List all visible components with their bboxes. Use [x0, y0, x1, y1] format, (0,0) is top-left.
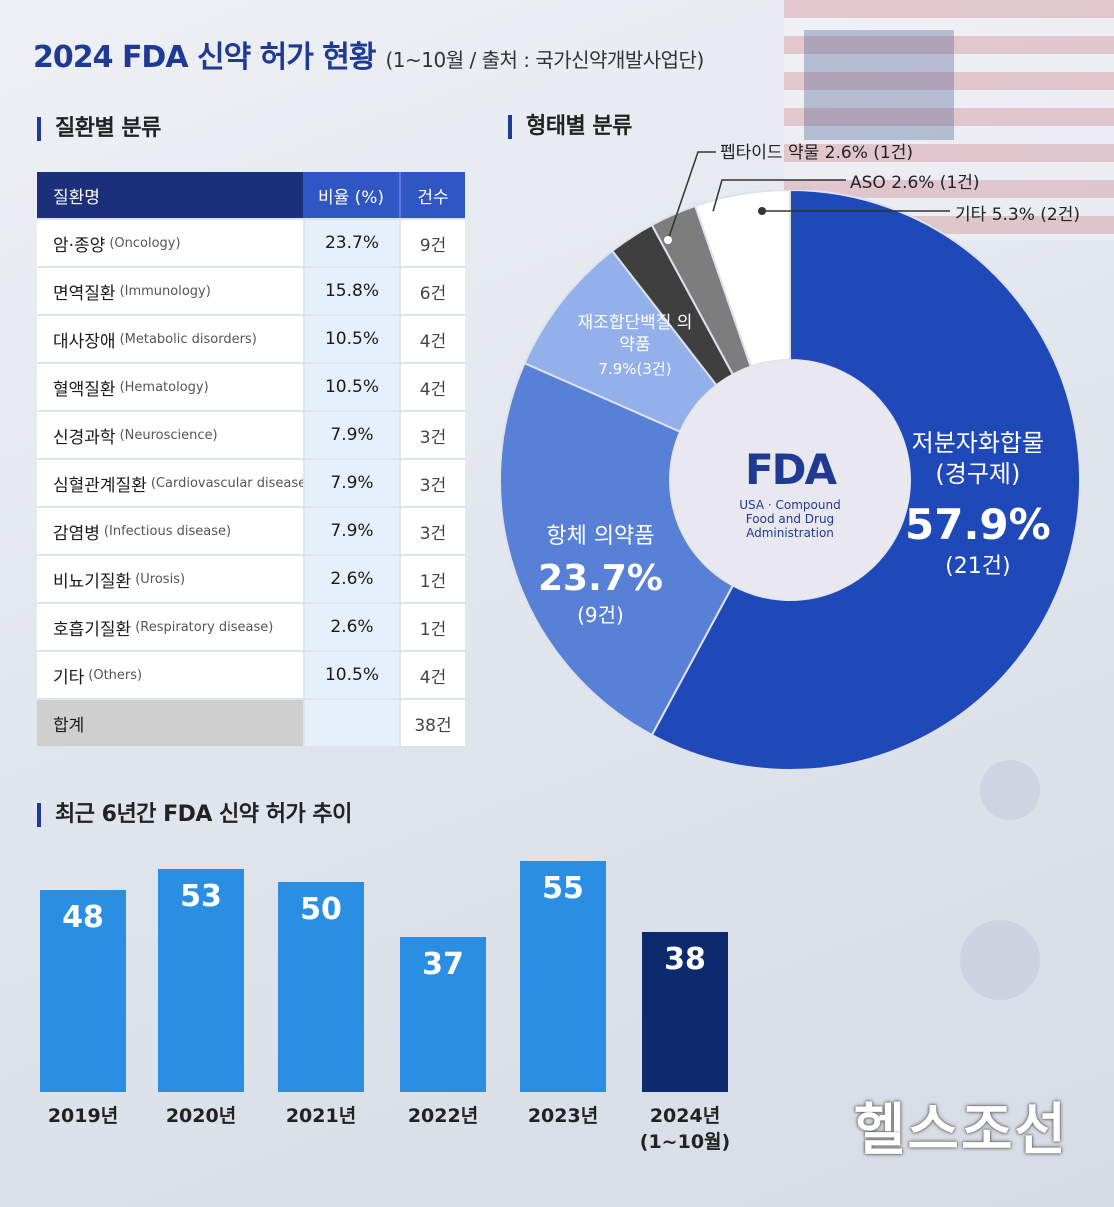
disease-ratio: 23.7%: [303, 220, 399, 266]
form-donut-chart: FDA USA · Compound Food and Drug Adminis…: [499, 188, 1081, 771]
disease-name: 대사장애 (Metabolic disorders): [37, 316, 303, 362]
fda-line2: Food and Drug Administration: [745, 512, 835, 540]
bar-value-label: 53: [180, 879, 222, 915]
total-count: 38건: [399, 700, 465, 746]
trend-bar-chart: 48 2019년 53 2020년 50 2021년 37 2022년 55 2023년 38 202…: [0, 840, 760, 1170]
bar-value-label: 38: [664, 942, 706, 978]
total-ratio: [303, 700, 399, 746]
disease-name: 호흡기질환 (Respiratory disease): [37, 604, 303, 650]
table-row: 호흡기질환 (Respiratory disease) 2.6% 1건: [37, 604, 465, 652]
disease-ratio: 10.5%: [303, 364, 399, 410]
molecule-decoration: [960, 920, 1040, 1000]
disease-ratio: 7.9%: [303, 460, 399, 506]
bar-value-label: 48: [62, 900, 104, 936]
table-row: 심혈관계질환 (Cardiovascular disease) 7.9% 3건: [37, 460, 465, 508]
bar-category-label: 2022년: [407, 1105, 479, 1127]
disease-ratio: 2.6%: [303, 556, 399, 602]
donut-svg: [499, 188, 1081, 771]
callout-aso: ASO 2.6% (1건): [850, 173, 980, 193]
header-ratio: 비율 (%): [303, 172, 399, 218]
table-header-row: 질환명 비율 (%) 건수: [37, 172, 465, 220]
total-label: 합계: [37, 700, 303, 746]
callout-peptide: 펩타이드 약물 2.6% (1건): [720, 143, 913, 163]
bar-category-label: 2023년: [527, 1105, 599, 1127]
bar-category-label: 2021년: [285, 1105, 357, 1127]
disease-name: 면역질환 (Immunology): [37, 268, 303, 314]
section-trend-title: 최근 6년간 FDA 신약 허가 추이: [37, 803, 352, 827]
disease-name: 암·종양 (Oncology): [37, 220, 303, 266]
disease-ratio: 7.9%: [303, 412, 399, 458]
disease-count: 4건: [399, 316, 465, 362]
disease-count: 9건: [399, 220, 465, 266]
bar-category-label: 2020년: [165, 1105, 237, 1127]
callout-leaders: [664, 151, 950, 244]
brand-logo: 헬스조선: [853, 1098, 1068, 1163]
bar-value-label: 50: [300, 892, 342, 927]
disease-count: 1건: [399, 604, 465, 650]
table-row: 감염병 (Infectious disease) 7.9% 3건: [37, 508, 465, 556]
disease-name: 혈액질환 (Hematology): [37, 364, 303, 410]
section-form-title: 형태별 분류: [508, 115, 632, 139]
header-disease: 질환명: [37, 172, 303, 218]
disease-ratio: 2.6%: [303, 604, 399, 650]
page-subtitle: (1~10월 / 출처 : 국가신약개발사업단): [385, 48, 705, 72]
table-row: 기타 (Others) 10.5% 4건: [37, 652, 465, 700]
table-row: 암·종양 (Oncology) 23.7% 9건: [37, 220, 465, 268]
table-row: 면역질환 (Immunology) 15.8% 6건: [37, 268, 465, 316]
disease-count: 4건: [399, 652, 465, 698]
disease-name: 감염병 (Infectious disease): [37, 508, 303, 554]
donut-center: [670, 360, 910, 600]
bar: 48: [40, 890, 126, 1092]
disease-name: 심혈관계질환 (Cardiovascular disease): [37, 460, 303, 506]
disease-ratio: 10.5%: [303, 316, 399, 362]
disease-count: 6건: [399, 268, 465, 314]
bar-value-label: 55: [542, 871, 584, 906]
bar: 53: [158, 869, 244, 1092]
header-count: 건수: [399, 172, 465, 218]
slice-label-recombinant: 재조합단백질 의약품 7.9%(3건): [577, 313, 693, 379]
disease-ratio: 15.8%: [303, 268, 399, 314]
bar-value-label: 37: [422, 946, 464, 982]
disease-count: 3건: [399, 508, 465, 554]
disease-count: 3건: [399, 412, 465, 458]
disease-ratio: 10.5%: [303, 652, 399, 698]
disease-ratio: 7.9%: [303, 508, 399, 554]
page-title: 2024 FDA 신약 허가 현황 (1~10월 / 출처 : 국가신약개발사업단…: [33, 40, 705, 75]
section-disease-title: 질환별 분류: [37, 117, 161, 141]
slice-label-small-molecule: 저분자화합물 (경구제) 57.9% (21건): [905, 429, 1051, 579]
callout-others: 기타 5.3% (2건): [955, 205, 1081, 225]
disease-name: 비뇨기질환 (Urosis): [37, 556, 303, 602]
disease-name: 신경과학 (Neuroscience): [37, 412, 303, 458]
fda-logo: FDA USA · Compound Food and Drug Adminis…: [710, 445, 870, 540]
disease-count: 4건: [399, 364, 465, 410]
disease-count: 3건: [399, 460, 465, 506]
bar: 50: [278, 882, 364, 1092]
fda-mark: FDA: [744, 445, 837, 494]
table-row: 비뇨기질환 (Urosis) 2.6% 1건: [37, 556, 465, 604]
bar-category-label: 2019년: [47, 1105, 119, 1127]
disease-table: 질환명 비율 (%) 건수 암·종양 (Oncology) 23.7% 9건 면역질환(…: [37, 172, 465, 748]
bar: 37: [400, 936, 486, 1092]
table-row: 신경과학 (Neuroscience) 7.9% 3건: [37, 412, 465, 460]
bar: 55: [520, 861, 606, 1092]
donut-slice: [693, 188, 791, 368]
disease-name: 기타 (Others): [37, 652, 303, 698]
fda-line1: USA · Compound: [739, 498, 841, 512]
slice-label-antibody: 항체 의약품 23.7% (9건): [538, 524, 663, 628]
table-total-row: 합계 38건: [37, 700, 465, 748]
bar-category-label: 2024년 (1~10월): [639, 1105, 731, 1153]
bar: 38: [642, 932, 728, 1092]
table-row: 대사장애 (Metabolic disorders) 10.5% 4건: [37, 316, 465, 364]
molecule-decoration: [980, 760, 1040, 820]
table-row: 혈액질환 (Hematology) 10.5% 4건: [37, 364, 465, 412]
disease-count: 1건: [399, 556, 465, 602]
